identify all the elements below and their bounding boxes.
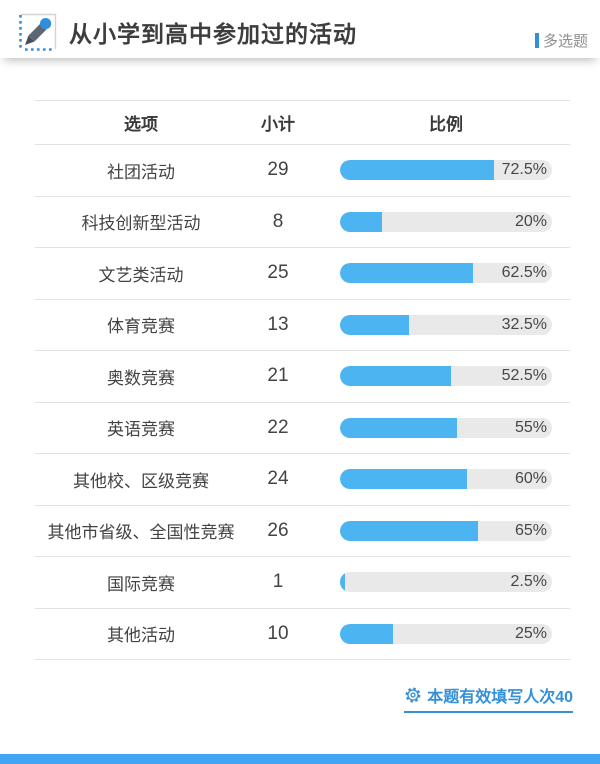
progress-bar-track: 25% bbox=[340, 623, 552, 644]
progress-bar-fill bbox=[340, 211, 383, 232]
option-label: 科技创新型活动 bbox=[81, 214, 201, 234]
count-value: 29 bbox=[267, 159, 289, 181]
percent-label: 65% bbox=[514, 521, 547, 539]
progress-bar-fill bbox=[340, 623, 393, 644]
count-value: 25 bbox=[267, 262, 289, 284]
percent-label: 32.5% bbox=[501, 315, 547, 333]
count-value: 26 bbox=[267, 519, 289, 541]
count-value: 21 bbox=[267, 365, 289, 387]
table-row: 其他活动 10 25% bbox=[35, 609, 570, 660]
column-header-ratio-wrap: 比例 bbox=[309, 110, 570, 135]
option-label: 文艺类活动 bbox=[98, 265, 184, 285]
results-table: 选项 小计 比例 社团活动 29 72.5% 科技创新型活动 8 20% 文艺类… bbox=[35, 100, 570, 660]
ratio-cell: 72.5% bbox=[309, 160, 570, 181]
progress-bar-track: 20% bbox=[340, 211, 552, 232]
ratio-cell: 52.5% bbox=[309, 366, 570, 387]
progress-bar-fill bbox=[340, 469, 468, 490]
question-type-badge: 多选题 bbox=[534, 30, 588, 51]
percent-label: 60% bbox=[514, 470, 547, 488]
percent-label: 72.5% bbox=[501, 161, 547, 179]
progress-bar-fill bbox=[340, 572, 346, 593]
option-label: 奥数竞赛 bbox=[107, 368, 175, 388]
count-value: 24 bbox=[267, 468, 289, 490]
column-header-ratio: 比例 bbox=[429, 115, 463, 134]
pencil-icon bbox=[19, 13, 57, 51]
gear-icon bbox=[405, 687, 421, 703]
option-label: 其他活动 bbox=[107, 626, 175, 646]
progress-bar-track: 55% bbox=[340, 417, 552, 438]
progress-bar-track: 52.5% bbox=[340, 366, 552, 387]
count-value: 22 bbox=[267, 416, 289, 438]
option-label: 国际竞赛 bbox=[107, 574, 175, 594]
progress-bar-fill bbox=[340, 160, 494, 181]
option-label: 其他市省级、全国性竞赛 bbox=[47, 523, 235, 543]
table-row: 其他校、区级竞赛 24 60% bbox=[35, 454, 570, 506]
progress-bar-track: 32.5% bbox=[340, 314, 552, 335]
table-body: 社团活动 29 72.5% 科技创新型活动 8 20% 文艺类活动 25 62.… bbox=[35, 145, 570, 660]
column-header-option: 选项 bbox=[124, 115, 158, 134]
table-row: 文艺类活动 25 62.5% bbox=[35, 248, 570, 300]
count-value: 8 bbox=[272, 210, 284, 232]
percent-label: 2.5% bbox=[510, 573, 547, 591]
question-type-label: 多选题 bbox=[542, 33, 588, 50]
ratio-cell: 25% bbox=[309, 623, 570, 644]
option-label: 社团活动 bbox=[107, 162, 175, 182]
bottom-accent-strip bbox=[0, 754, 600, 764]
progress-bar-fill bbox=[340, 314, 409, 335]
progress-bar-track: 65% bbox=[340, 520, 552, 541]
option-label: 体育竞赛 bbox=[107, 317, 175, 337]
progress-bar-fill bbox=[340, 263, 473, 284]
percent-label: 20% bbox=[514, 212, 547, 230]
progress-bar-track: 2.5% bbox=[340, 572, 552, 593]
valid-responses-link[interactable]: 本题有效填写人次40 bbox=[404, 683, 573, 713]
table-row: 其他市省级、全国性竞赛 26 65% bbox=[35, 506, 570, 557]
progress-bar-fill bbox=[340, 520, 478, 541]
ratio-cell: 32.5% bbox=[309, 314, 570, 335]
count-value: 1 bbox=[272, 571, 284, 593]
table-header-row: 选项 小计 比例 bbox=[35, 100, 570, 145]
option-label: 其他校、区级竞赛 bbox=[73, 471, 209, 491]
question-title: 从小学到高中参加过的活动 bbox=[69, 21, 357, 47]
column-header-count: 小计 bbox=[261, 115, 295, 134]
progress-bar-track: 62.5% bbox=[340, 263, 552, 284]
percent-label: 25% bbox=[514, 624, 547, 642]
question-header: 从小学到高中参加过的活动 多选题 bbox=[0, 0, 600, 58]
progress-bar-fill bbox=[340, 366, 452, 387]
ratio-cell: 65% bbox=[309, 520, 570, 541]
percent-label: 62.5% bbox=[501, 264, 547, 282]
ratio-cell: 20% bbox=[309, 211, 570, 232]
ratio-cell: 55% bbox=[309, 417, 570, 438]
table-row: 英语竞赛 22 55% bbox=[35, 403, 570, 454]
blue-bar-icon bbox=[534, 33, 539, 48]
option-label: 英语竞赛 bbox=[107, 420, 175, 440]
percent-label: 55% bbox=[514, 418, 547, 436]
ratio-cell: 2.5% bbox=[309, 572, 570, 593]
percent-label: 52.5% bbox=[501, 367, 547, 385]
count-value: 13 bbox=[267, 313, 289, 335]
progress-bar-track: 60% bbox=[340, 469, 552, 490]
progress-bar-fill bbox=[340, 417, 457, 438]
table-row: 社团活动 29 72.5% bbox=[35, 145, 570, 197]
progress-bar-track: 72.5% bbox=[340, 160, 552, 181]
question-footer: 本题有效填写人次40 bbox=[0, 683, 573, 713]
ratio-cell: 60% bbox=[309, 469, 570, 490]
table-row: 奥数竞赛 21 52.5% bbox=[35, 351, 570, 403]
table-row: 体育竞赛 13 32.5% bbox=[35, 300, 570, 351]
ratio-cell: 62.5% bbox=[309, 263, 570, 284]
table-row: 国际竞赛 1 2.5% bbox=[35, 557, 570, 609]
table-row: 科技创新型活动 8 20% bbox=[35, 197, 570, 248]
valid-responses-label: 本题有效填写人次40 bbox=[427, 689, 573, 706]
count-value: 10 bbox=[267, 622, 289, 644]
